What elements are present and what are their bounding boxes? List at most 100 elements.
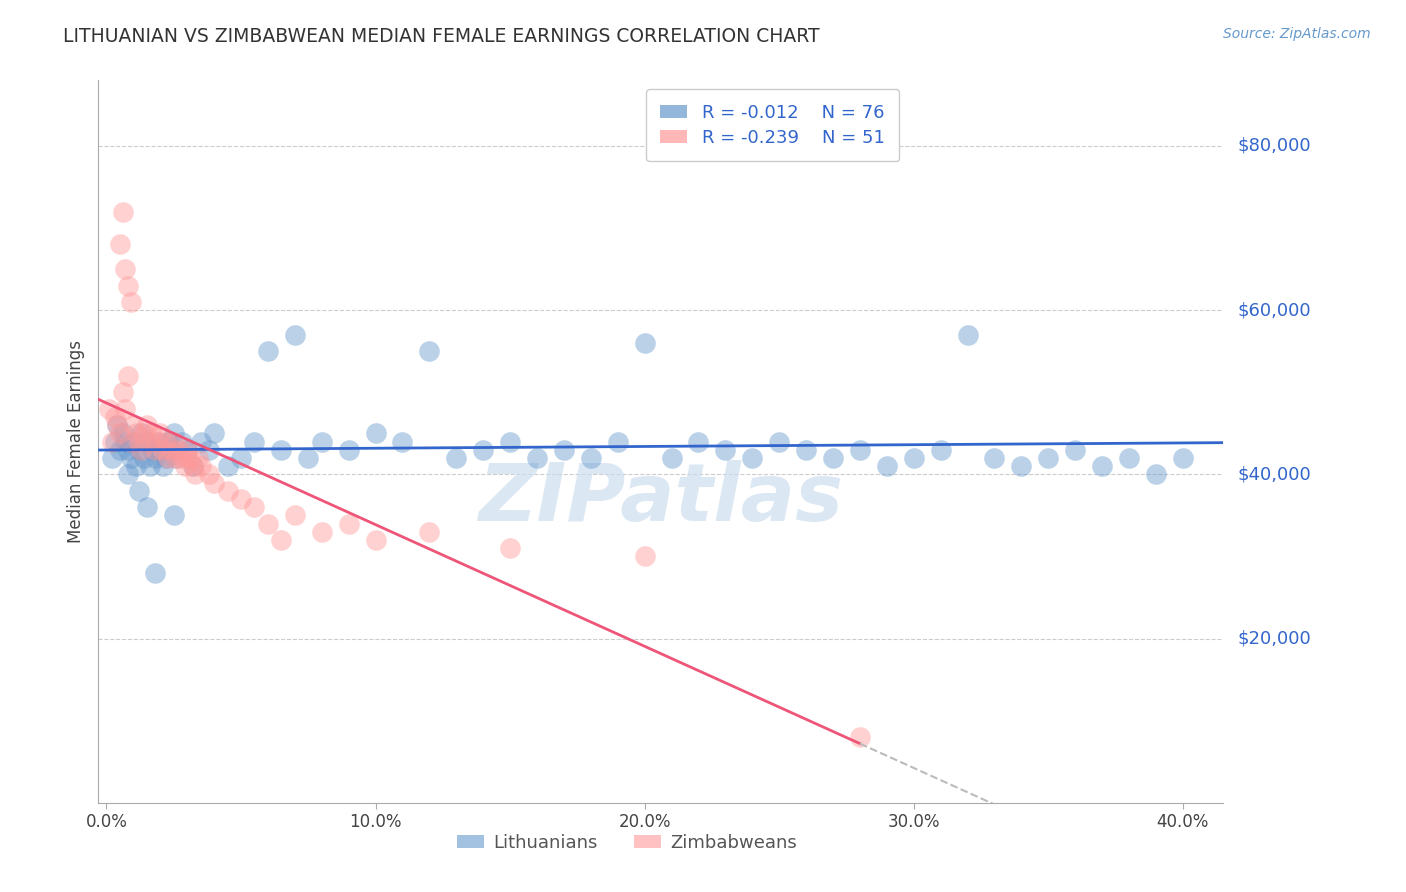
Point <box>98 401 121 416</box>
Point <box>138 459 160 474</box>
Point <box>131 426 153 441</box>
Point <box>146 434 169 449</box>
Point <box>956 327 979 342</box>
Point <box>125 459 148 474</box>
Point <box>134 450 156 465</box>
Point <box>105 418 128 433</box>
Text: $20,000: $20,000 <box>1237 630 1310 648</box>
Point <box>134 426 156 441</box>
Point <box>160 442 183 457</box>
Point <box>149 442 172 457</box>
Point <box>311 524 333 539</box>
Point <box>114 401 136 416</box>
Point <box>446 450 468 465</box>
Point <box>418 524 440 539</box>
Point <box>179 450 201 465</box>
Point <box>1038 450 1060 465</box>
Point <box>117 467 139 482</box>
Point <box>284 327 307 342</box>
Point <box>1171 450 1194 465</box>
Point <box>176 442 198 457</box>
Point <box>187 450 209 465</box>
Point <box>714 442 737 457</box>
Point <box>1118 450 1140 465</box>
Point <box>128 442 150 457</box>
Point <box>634 336 657 351</box>
Point <box>120 434 142 449</box>
Point <box>103 434 125 449</box>
Point <box>143 566 166 580</box>
Point <box>105 418 128 433</box>
Point <box>155 434 177 449</box>
Point <box>688 434 710 449</box>
Point <box>821 450 844 465</box>
Point <box>270 442 292 457</box>
Point <box>103 409 125 424</box>
Point <box>146 434 169 449</box>
Point <box>1064 442 1087 457</box>
Point <box>163 508 186 523</box>
Point <box>176 450 198 465</box>
Point <box>101 434 124 449</box>
Point <box>229 450 252 465</box>
Point <box>141 426 163 441</box>
Point <box>122 434 145 449</box>
Point <box>391 434 413 449</box>
Point <box>741 450 763 465</box>
Point <box>166 450 188 465</box>
Point <box>170 450 193 465</box>
Point <box>929 442 952 457</box>
Point <box>160 442 183 457</box>
Point <box>138 434 160 449</box>
Point <box>135 418 157 433</box>
Point <box>149 426 172 441</box>
Point <box>364 426 387 441</box>
Point <box>202 475 225 490</box>
Point <box>983 450 1005 465</box>
Point <box>152 442 174 457</box>
Point <box>176 442 198 457</box>
Point <box>173 459 195 474</box>
Point <box>499 434 522 449</box>
Point <box>157 434 180 449</box>
Text: $80,000: $80,000 <box>1237 137 1310 155</box>
Point <box>311 434 333 449</box>
Point <box>297 450 319 465</box>
Point <box>111 426 134 441</box>
Point <box>120 450 142 465</box>
Point <box>128 483 150 498</box>
Point <box>229 491 252 506</box>
Point <box>131 442 153 457</box>
Point <box>108 426 131 441</box>
Point <box>141 442 163 457</box>
Point <box>128 434 150 449</box>
Point <box>108 442 131 457</box>
Point <box>181 459 204 474</box>
Point <box>167 442 190 457</box>
Point <box>1144 467 1167 482</box>
Point <box>108 237 131 252</box>
Point <box>135 500 157 515</box>
Point <box>661 450 683 465</box>
Point <box>849 730 872 744</box>
Point <box>634 549 657 564</box>
Point <box>1091 459 1114 474</box>
Point <box>849 442 872 457</box>
Point <box>163 434 186 449</box>
Point <box>135 434 157 449</box>
Point <box>217 483 239 498</box>
Point <box>472 442 495 457</box>
Text: ZIPatlas: ZIPatlas <box>478 460 844 539</box>
Point <box>217 459 239 474</box>
Point <box>166 450 188 465</box>
Point <box>111 204 134 219</box>
Point <box>163 426 186 441</box>
Point <box>170 434 193 449</box>
Point <box>143 442 166 457</box>
Point <box>152 459 174 474</box>
Point <box>197 467 219 482</box>
Point <box>876 459 898 474</box>
Text: $40,000: $40,000 <box>1237 466 1310 483</box>
Point <box>155 450 177 465</box>
Point <box>768 434 790 449</box>
